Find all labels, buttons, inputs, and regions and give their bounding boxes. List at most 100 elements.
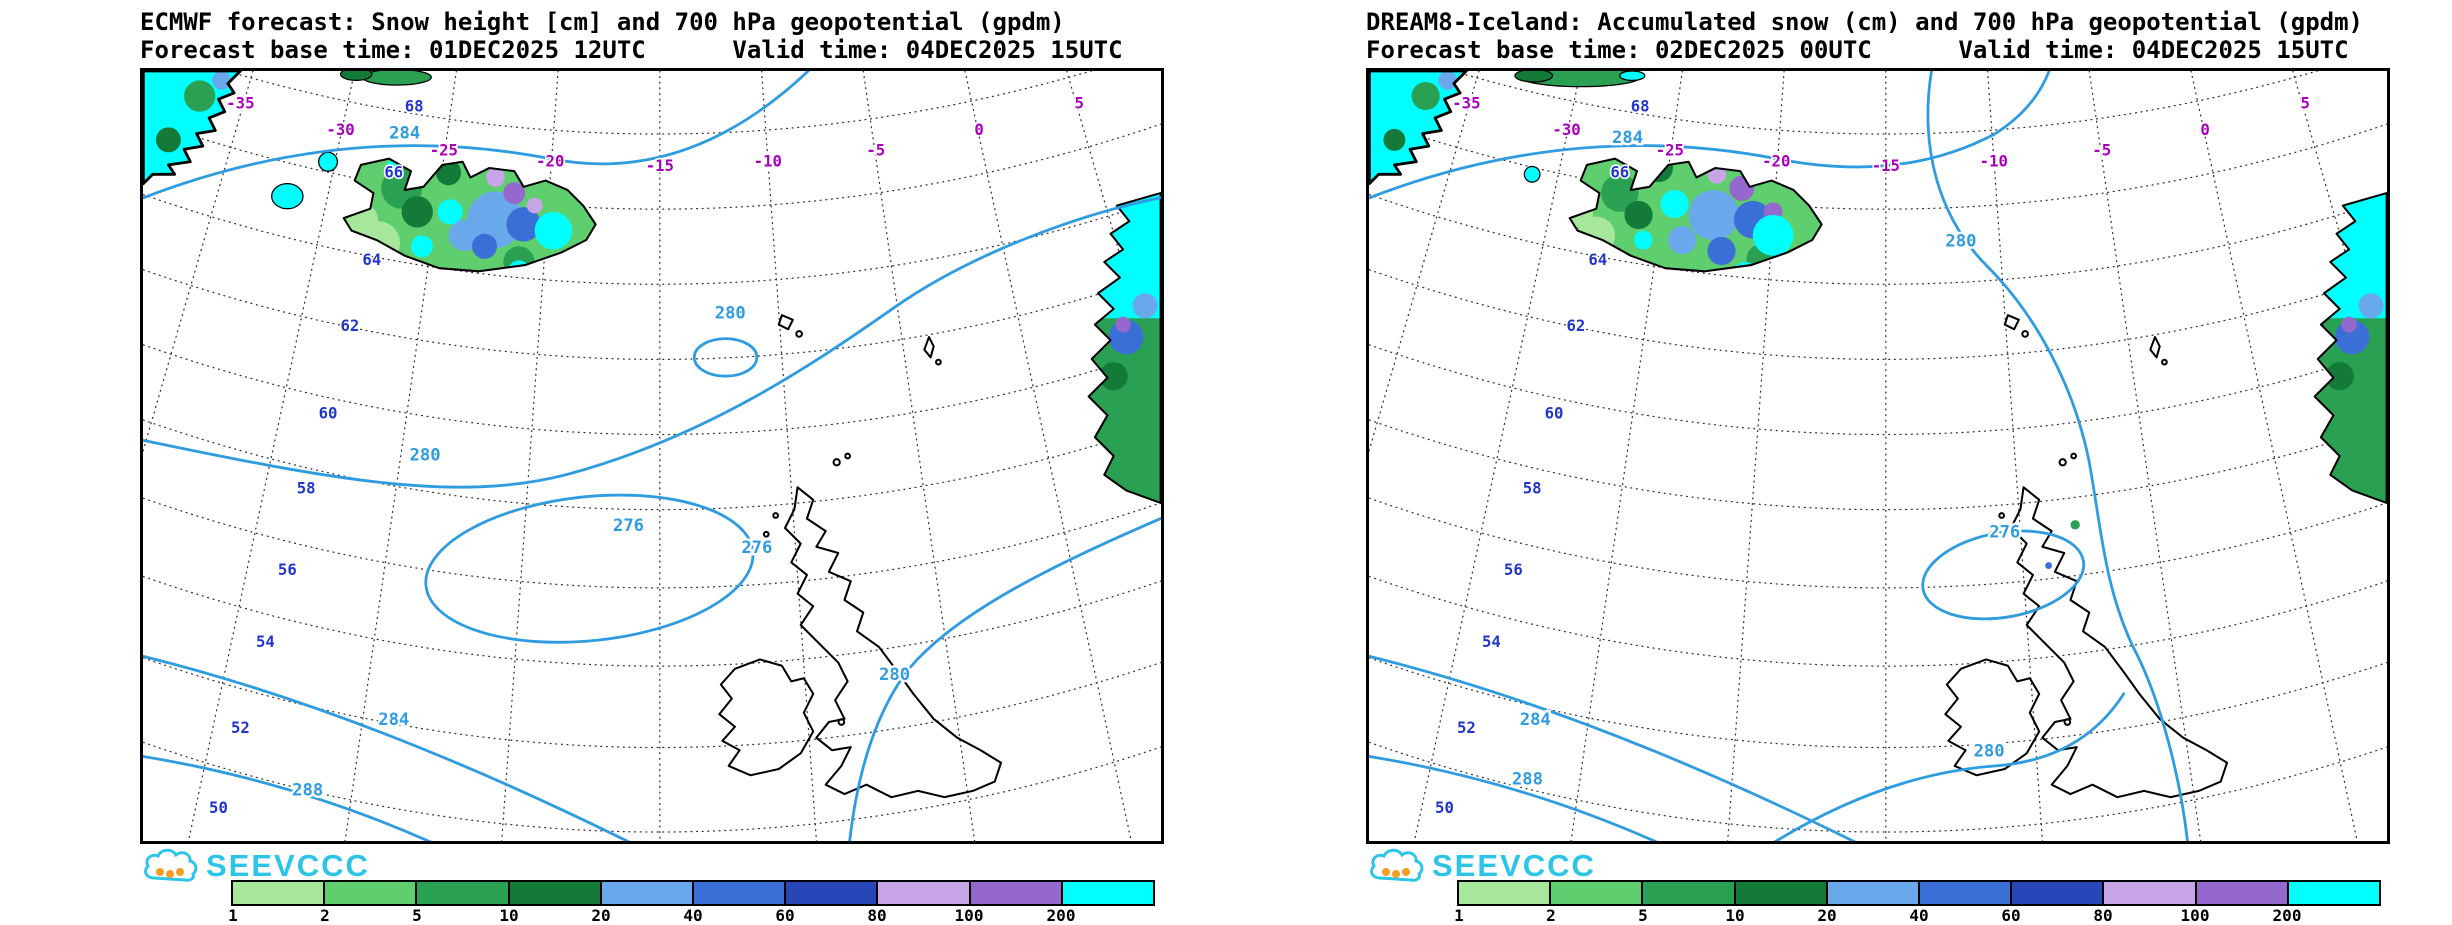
ctrlab-label: 280 [879, 665, 910, 685]
ctrlab-label: 284 [378, 710, 409, 730]
lonlab-label: -30 [1552, 120, 1580, 139]
latlab-label: 58 [1523, 479, 1542, 498]
geopotential-contours [1369, 71, 2189, 841]
latlab-label: 66 [1610, 162, 1629, 181]
map-labels: -35 -30 -25 -20 -15 -10 -5 0 5 68 66 64 62 60 58 56 54 52… [207, 92, 1085, 818]
logo-text: SEEVCCC [1432, 848, 1596, 883]
latlab-label: 52 [231, 718, 250, 737]
panel-title: ECMWF forecast: Snow height [cm] and 700… [140, 8, 1065, 36]
colorbar-tick-label: 2 [320, 906, 330, 925]
lonlab-label: -15 [646, 156, 674, 175]
colorbar-tick-label: 2 [1546, 906, 1556, 925]
colorbar-tick-label: 100 [954, 906, 984, 925]
lonlab-label: -25 [430, 141, 458, 160]
weather-map-svg: -35 -30 -25 -20 -15 -10 -5 0 5 68 66 64 62 60 58 56 54 52… [1369, 71, 2387, 841]
latlab-label: 50 [1435, 798, 1454, 817]
lonlab-label: 5 [1075, 94, 1084, 113]
lonlab-label: -35 [1452, 94, 1480, 113]
colorbar-tick-label: 80 [867, 906, 887, 925]
lonlab-label: -30 [326, 120, 354, 139]
ctrlab-label: 276 [613, 516, 644, 536]
snow-scale-colorbar: 1 2 5 10 20 40 60 80 100 200 [1454, 880, 2381, 925]
panel-subtitle: Forecast base time: 02DEC2025 00UTC Vali… [1366, 36, 2349, 64]
colorbar-segment-5 [415, 882, 508, 904]
ctrlab-label: 288 [1512, 770, 1543, 790]
latlab-label: 68 [1631, 97, 1650, 116]
seevccc-logo: SEEVCCC [1366, 846, 1596, 886]
geopotential-contours [143, 71, 1161, 841]
lonlab-label: 0 [974, 120, 983, 139]
latlab-label: 66 [384, 162, 403, 181]
colorbar-tick-label: 10 [499, 906, 519, 925]
colorbar-tick-label: 5 [412, 906, 422, 925]
colorbar-segment-100 [2194, 882, 2287, 904]
lonlab-label: -35 [226, 94, 254, 113]
snow-cover [143, 71, 1161, 503]
colorbar-segment-80 [876, 882, 969, 904]
panel-title: DREAM8-Iceland: Accumulated snow (cm) an… [1366, 8, 2363, 36]
latlab-label: 52 [1457, 718, 1476, 737]
seevccc-cloud-icon [1370, 848, 1424, 882]
ctrlab-label: 280 [715, 303, 746, 323]
panel-ecmwf: ECMWF forecast: Snow height [cm] and 700… [140, 0, 1164, 925]
forecast-map: -35 -30 -25 -20 -15 -10 -5 0 5 68 66 64 62 60 58 56 54 52… [1366, 68, 2390, 844]
colorbar-segment-200 [1060, 882, 1154, 904]
ctrlab-label: 284 [1612, 128, 1643, 148]
lonlab-label: -25 [1656, 141, 1684, 160]
ctrlab-label: 288 [292, 781, 323, 801]
panel-ecmwf-inner: ECMWF forecast: Snow height [cm] and 700… [140, 0, 1164, 925]
colorbar-segment-5 [1641, 882, 1734, 904]
colorbar-segment-40 [692, 882, 785, 904]
ctrlab-label: 280 [1974, 741, 2005, 761]
lonlab-label: 0 [2200, 120, 2209, 139]
colorbar-segment-20 [1825, 882, 1919, 904]
colorbar-segment-10 [1733, 882, 1826, 904]
colorbar-tick-label: 40 [683, 906, 703, 925]
colorbar-segment-80 [2102, 882, 2195, 904]
latlab-label: 54 [1482, 632, 1501, 651]
latlab-label: 60 [319, 403, 338, 422]
latlab-label: 62 [1567, 316, 1586, 335]
panel-footer: SEEVCCC 1 2 5 10 20 40 60 80 100 200 [140, 844, 1164, 925]
colorbar-tick-label: 40 [1909, 906, 1929, 925]
forecast-map: -35 -30 -25 -20 -15 -10 -5 0 5 68 66 64 62 60 58 56 54 52… [140, 68, 1164, 844]
snow-scale-colorbar: 1 2 5 10 20 40 60 80 100 200 [228, 880, 1155, 925]
logo-text: SEEVCCC [206, 848, 370, 883]
colorbar-segment-40 [1918, 882, 2011, 904]
weather-map-svg: -35 -30 -25 -20 -15 -10 -5 0 5 68 66 64 62 60 58 56 54 52… [143, 71, 1161, 841]
colorbar-tick-label: 1 [228, 906, 238, 925]
colorbar-segment-10 [507, 882, 600, 904]
seevccc-logo: SEEVCCC [140, 846, 370, 886]
map-labels: -35 -30 -25 -20 -15 -10 -5 0 5 68 66 64 62 60 58 56 54 52… [1433, 92, 2311, 818]
colorbar-segment-100 [968, 882, 1061, 904]
colorbar-tick-label: 80 [2093, 906, 2113, 925]
colorbar-segment-2 [1549, 882, 1642, 904]
latlab-label: 54 [256, 632, 275, 651]
colorbar-tick-label: 1 [1454, 906, 1464, 925]
colorbar-segment-60 [784, 882, 877, 904]
colorbar-tick-label: 20 [1817, 906, 1837, 925]
lonlab-label: -10 [754, 151, 782, 170]
colorbar-tick-label: 60 [2001, 906, 2021, 925]
panel-subtitle: Forecast base time: 01DEC2025 12UTC Vali… [140, 36, 1123, 64]
latlab-label: 62 [341, 316, 360, 335]
ctrlab-label: 276 [741, 538, 772, 558]
panel-dream8: DREAM8-Iceland: Accumulated snow (cm) an… [1226, 0, 2452, 925]
lonlab-label: 5 [2301, 94, 2310, 113]
colorbar-segment-1 [233, 882, 324, 904]
colorbar-tick-label: 100 [2180, 906, 2210, 925]
lonlab-label: -15 [1872, 156, 1900, 175]
latlab-label: 68 [405, 97, 424, 116]
colorbar-tick-label: 200 [1046, 906, 1076, 925]
colorbar-segment-20 [599, 882, 693, 904]
colorbar-segments [1457, 880, 2381, 906]
latlab-label: 56 [278, 560, 297, 579]
lonlab-label: -5 [2092, 141, 2111, 160]
colorbar-segment-2 [323, 882, 416, 904]
lonlab-label: -20 [1762, 151, 1790, 170]
colorbar-tick-label: 10 [1725, 906, 1745, 925]
colorbar-segments [231, 880, 1155, 906]
seevccc-cloud-icon [144, 848, 198, 882]
colorbar-tick-label: 20 [591, 906, 611, 925]
